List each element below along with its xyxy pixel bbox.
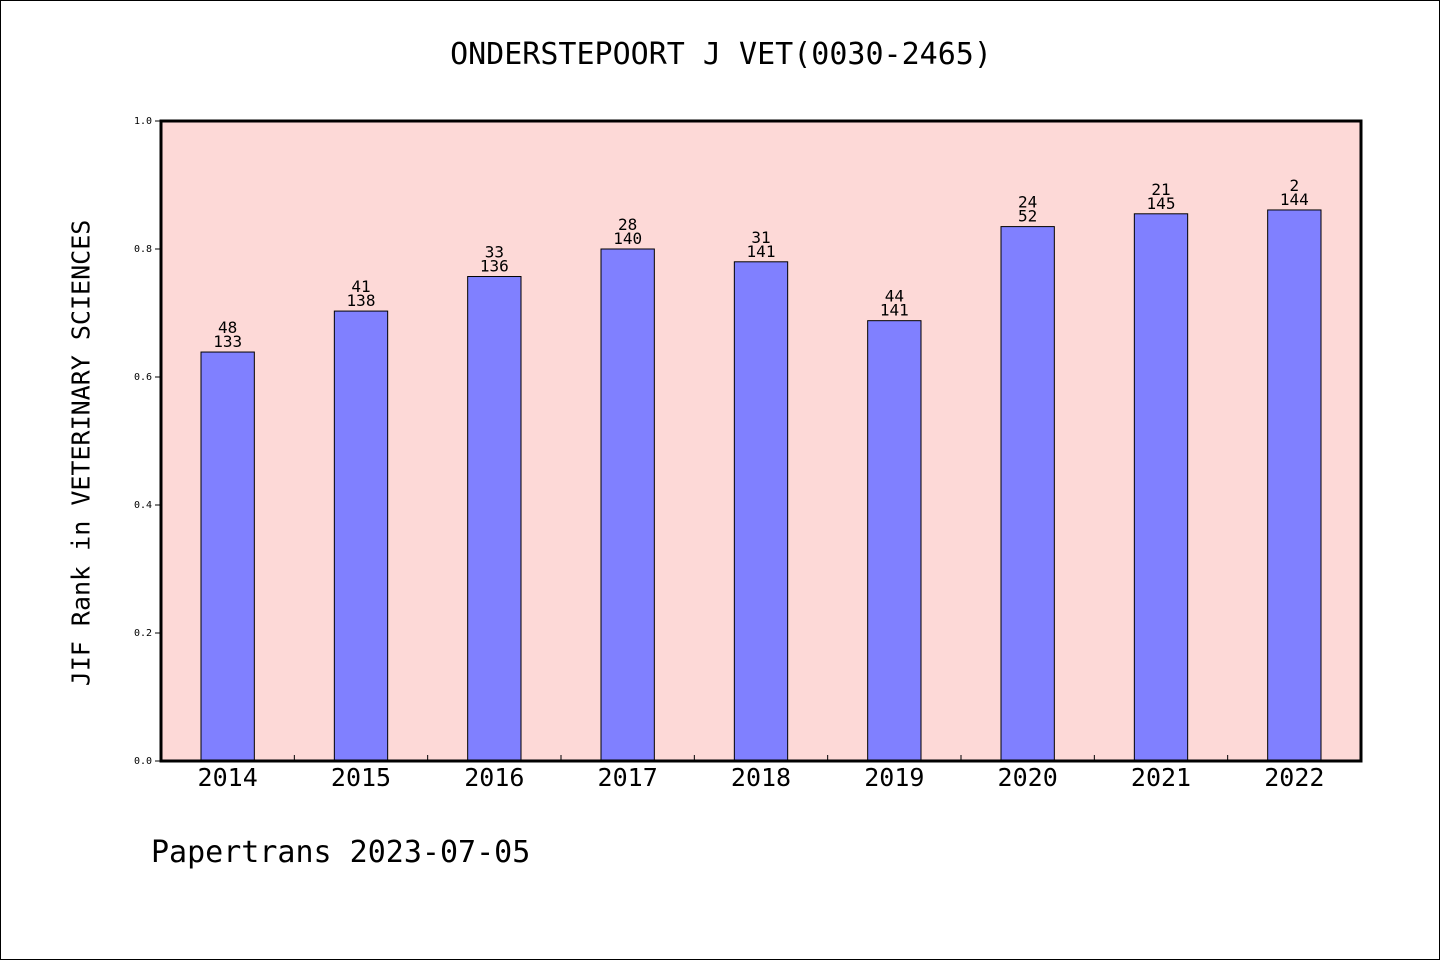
y-tick-label: 0.6	[134, 372, 152, 383]
bar-total-label: 140	[613, 229, 642, 248]
x-tick-label: 2019	[864, 763, 924, 792]
bar-total-label: 145	[1147, 194, 1176, 213]
y-tick-label: 0.2	[134, 628, 152, 639]
y-tick-label: 0.0	[134, 756, 152, 767]
bar-2018	[733, 261, 789, 762]
x-tick-label: 2014	[198, 763, 258, 792]
bar-rank-label: 24	[1018, 193, 1037, 212]
bar-2015	[333, 310, 389, 762]
chart-title: ONDERSTEPOORT J VET(0030-2465)	[450, 37, 992, 72]
y-tick-label: 1.0	[134, 116, 152, 127]
bar-2017	[600, 248, 655, 762]
bar-2021	[1133, 213, 1189, 762]
x-tick-label: 2017	[598, 763, 658, 792]
bar-rank-label: 41	[351, 277, 370, 296]
bar-rank-label: 31	[751, 228, 770, 247]
bar-2016	[467, 276, 522, 762]
bar-2014	[200, 351, 255, 762]
x-tick-label: 2016	[464, 763, 524, 792]
bar-total-label: 144	[1280, 190, 1309, 209]
bar-rank-label: 28	[618, 215, 637, 234]
y-axis: 0.0 0.2 0.4 0.6 0.8 1.0	[134, 116, 161, 767]
x-tick-label: 2020	[998, 763, 1058, 792]
bar-total-label: 136	[480, 257, 509, 276]
bars	[200, 209, 1322, 762]
x-tick-label: 2018	[731, 763, 791, 792]
y-tick-label: 0.4	[134, 500, 152, 511]
x-tick-label: 2021	[1131, 763, 1191, 792]
bar-rank-label: 44	[885, 287, 904, 306]
bar-rank-label: 21	[1151, 180, 1170, 199]
bar-total-label: 138	[347, 291, 376, 310]
y-tick-label: 0.8	[134, 244, 152, 255]
bar-2019	[867, 320, 922, 762]
bar-2020	[1000, 226, 1055, 762]
x-axis: 2014 2015 2016 2017 2018 2019 2020 2021 2022	[198, 755, 1324, 792]
footer-credit: Papertrans 2023-07-05	[151, 835, 531, 870]
x-tick-label: 2022	[1264, 763, 1324, 792]
bar-rank-label: 48	[218, 318, 237, 337]
bar-total-label: 52	[1018, 207, 1037, 226]
bar-total-label: 141	[880, 301, 909, 320]
bar-2022	[1267, 209, 1322, 762]
bar-total-label: 133	[213, 332, 242, 351]
x-tick-label: 2015	[331, 763, 391, 792]
bar-total-label: 141	[747, 242, 776, 261]
bar-rank-label: 2	[1290, 176, 1300, 195]
plot-border	[159, 119, 1363, 763]
bar-rank-label: 33	[485, 243, 504, 262]
